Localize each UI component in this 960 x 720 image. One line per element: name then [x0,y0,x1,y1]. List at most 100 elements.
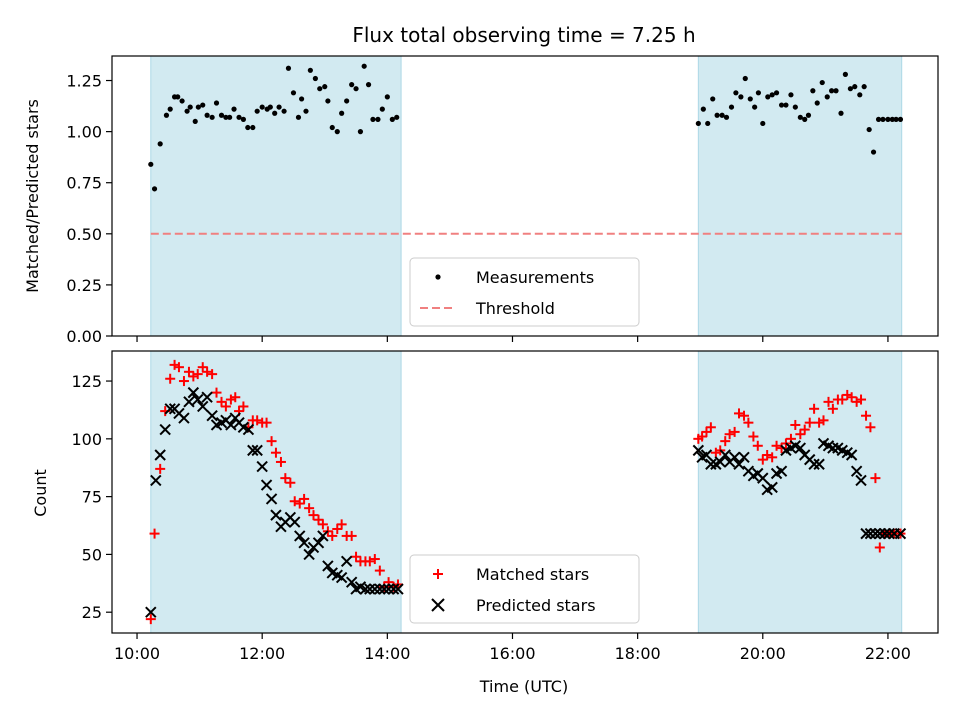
top-point [195,104,201,110]
bottom-point-matched [351,551,362,562]
top-y-tick-label: 0.75 [66,174,102,193]
top-point [857,92,863,98]
top-point [389,116,395,122]
bottom-point-matched [710,447,721,458]
top-point [370,116,376,122]
bottom-point-matched [752,440,763,451]
bottom-legend-marker [433,569,443,579]
top-point [805,112,812,118]
bottom-point-matched [705,422,716,433]
top-point [733,90,739,96]
top-point [281,108,287,114]
bottom-point-matched [183,366,194,377]
bottom-point-predicted [183,396,195,408]
bottom-point-predicted [705,458,717,470]
top-point [866,126,872,133]
bottom-point-matched [814,417,825,428]
bottom-point-matched [155,463,166,474]
bottom-point-predicted [247,444,259,457]
bottom-point-predicted [303,548,315,561]
bottom-point-matched [748,431,759,442]
top-point [334,129,340,135]
top-point [838,110,844,116]
bottom-point-matched [865,422,876,433]
bottom-point-predicted [869,527,882,540]
bottom-point-matched [870,473,881,484]
bottom-point-matched [294,498,305,509]
chart-title: Flux total observing time = 7.25 h [352,23,695,47]
bottom-point-matched [734,408,745,419]
bottom-point-predicted [294,530,306,542]
bottom-point-matched [313,514,324,525]
top-point [695,120,701,127]
bottom-point-predicted [145,606,157,618]
bottom-point-predicted [808,458,820,470]
top-y-tick-label: 1.00 [66,123,102,142]
bottom-point-predicted [369,583,381,595]
bottom-point-matched [804,417,815,428]
top-point [760,120,766,127]
bottom-point-predicted [864,527,877,540]
top-point [276,104,282,110]
top-point [151,186,158,192]
top-point [783,102,789,108]
bottom-point-matched [308,510,319,521]
top-point [213,100,220,106]
bottom-point-matched [261,417,272,428]
top-point [148,161,154,167]
bottom-point-matched [767,452,778,463]
top-point [223,114,229,120]
bottom-y-tick-label: 25 [82,603,102,622]
bottom-point-matched [856,394,867,405]
bottom-point-predicted [335,571,348,584]
bottom-point-predicted [855,474,867,487]
bottom-point-matched [225,394,236,405]
bottom-y-tick-label: 100 [71,430,102,449]
bottom-point-predicted [154,449,166,461]
bottom-point-predicted [317,530,329,542]
top-point [290,90,297,96]
top-point [192,118,198,125]
top-point [218,112,225,118]
top-point [847,86,853,92]
top-point [810,88,816,94]
top-point [833,88,839,94]
bottom-point-matched [211,387,222,398]
top-point [325,98,331,104]
top-point [329,124,335,131]
top-point [157,141,163,147]
top-point [339,110,345,116]
bottom-point-predicted [378,583,390,595]
top-point [897,116,904,122]
bottom-point-predicted [187,386,200,399]
top-shaded-window-1 [697,55,903,337]
top-point [344,98,350,104]
bottom-point-matched [165,373,176,384]
bottom-point-matched [197,362,208,373]
top-legend-label: Threshold [475,299,555,318]
bottom-panel: 10:00 12:00 14:00 16:00 18:00 20:00 22:00 25 50 7… [71,350,939,663]
bottom-point-matched [149,528,160,539]
bottom-point-matched [266,436,277,447]
top-point [778,102,785,108]
bottom-point-predicted [192,393,204,406]
bottom-point-predicted [692,444,705,457]
top-point [200,102,206,108]
bottom-point-matched [369,554,380,565]
bottom-point-predicted [387,583,400,595]
top-point [792,104,798,110]
top-point [719,112,725,118]
bottom-point-predicted [206,410,218,422]
bottom-point-matched [317,519,328,530]
bottom-legend-box [409,554,640,624]
bottom-x-tick-label: 14:00 [364,644,410,663]
top-point [710,96,716,102]
bottom-point-matched [720,436,731,447]
bottom-point-matched [238,401,249,412]
top-point [167,106,173,112]
top-point [880,116,886,122]
bottom-point-matched [374,565,385,576]
top-point [227,114,233,120]
bottom-point-predicted [827,442,839,454]
top-point [829,88,835,94]
